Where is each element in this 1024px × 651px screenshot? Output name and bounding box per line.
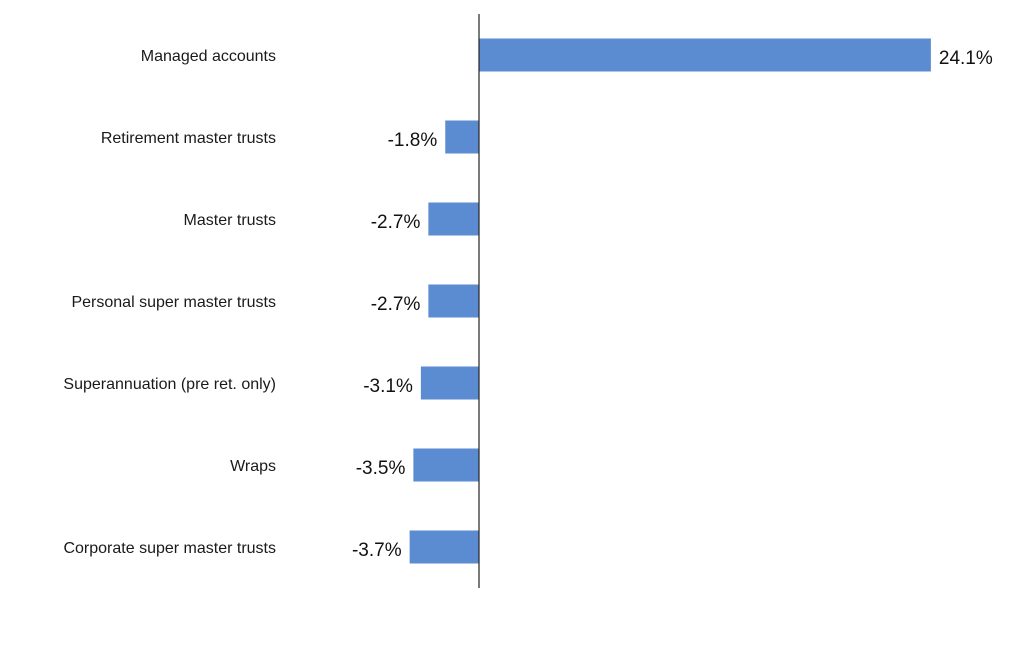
category-label: Managed accounts	[141, 48, 276, 65]
bar	[413, 448, 479, 482]
bar	[428, 202, 479, 236]
value-label: -3.1%	[363, 376, 413, 397]
value-labels-group: 24.1% -1.8% -2.7% -2.7% -3.1% -3.5% -3.7%	[352, 48, 993, 561]
bar	[445, 120, 479, 154]
category-label: Retirement master trusts	[101, 130, 276, 147]
value-label: -2.7%	[371, 212, 421, 233]
category-label: Wraps	[230, 458, 276, 475]
bar	[479, 38, 931, 72]
category-label: Master trusts	[184, 212, 276, 229]
category-labels-group: Managed accounts Retirement master trusts…	[63, 48, 276, 557]
bars-group	[409, 38, 931, 564]
value-label: -3.5%	[356, 458, 406, 479]
value-label: -1.8%	[388, 130, 438, 151]
value-label: -2.7%	[371, 294, 421, 315]
value-label: -3.7%	[352, 540, 402, 561]
category-label: Corporate super master trusts	[63, 540, 276, 557]
category-label: Personal super master trusts	[71, 294, 276, 311]
category-label: Superannuation (pre ret. only)	[63, 376, 276, 393]
bar	[428, 284, 479, 318]
bar	[409, 530, 479, 564]
value-label: 24.1%	[939, 48, 993, 69]
bar	[420, 366, 479, 400]
